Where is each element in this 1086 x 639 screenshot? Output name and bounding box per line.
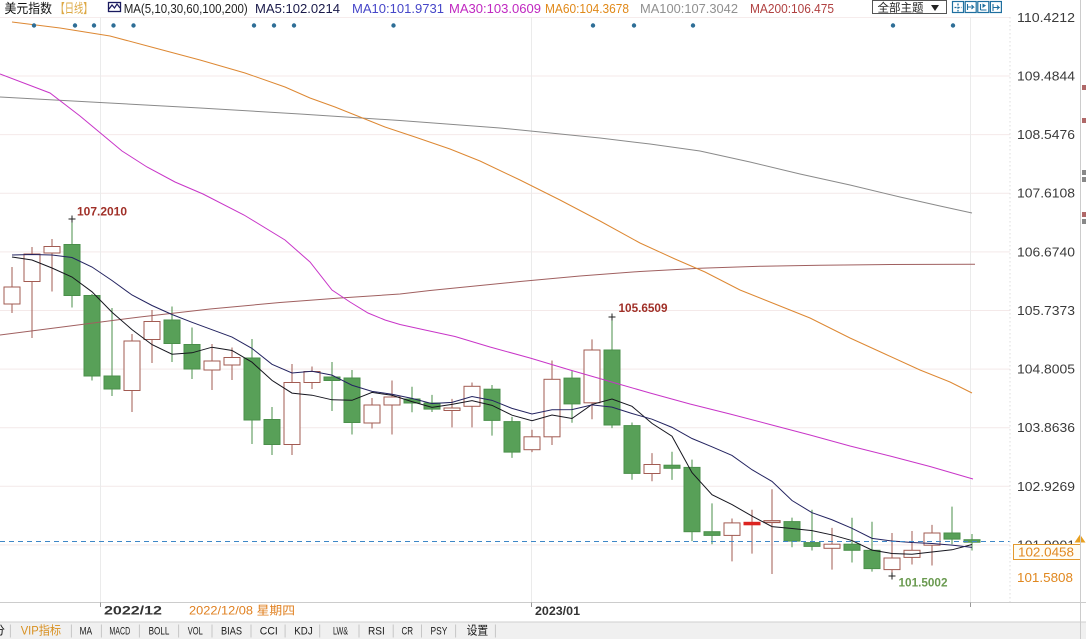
svg-text:【日线】: 【日线】 xyxy=(56,1,93,16)
svg-text:VOL: VOL xyxy=(188,626,203,638)
svg-text:107.6108: 107.6108 xyxy=(1017,186,1075,201)
svg-text:RSI: RSI xyxy=(368,626,385,638)
svg-text:MA5:102.0214: MA5:102.0214 xyxy=(255,1,340,16)
svg-text:103.8636: 103.8636 xyxy=(1017,420,1075,435)
svg-text:107.2010: 107.2010 xyxy=(77,205,127,219)
svg-text:108.5476: 108.5476 xyxy=(1017,127,1075,142)
svg-text:2023/01: 2023/01 xyxy=(535,604,580,618)
svg-text:BOLL: BOLL xyxy=(149,626,170,638)
svg-text:MA10:101.9731: MA10:101.9731 xyxy=(352,1,444,16)
svg-text:BIAS: BIAS xyxy=(221,626,242,638)
svg-text:LW&: LW& xyxy=(333,626,348,638)
svg-text:102.9269: 102.9269 xyxy=(1017,479,1075,494)
svg-text:CCI: CCI xyxy=(260,626,278,638)
svg-text:CR: CR xyxy=(402,626,414,638)
svg-text:104.8005: 104.8005 xyxy=(1017,362,1075,377)
svg-text:PSY: PSY xyxy=(431,626,448,638)
svg-text:MA60:104.3678: MA60:104.3678 xyxy=(545,1,629,16)
svg-text:设置: 设置 xyxy=(467,624,489,638)
svg-text:MA30:103.0609: MA30:103.0609 xyxy=(449,1,541,16)
svg-text:110.4212: 110.4212 xyxy=(1017,10,1075,25)
svg-text:2022/12/08 星期四: 2022/12/08 星期四 xyxy=(189,604,295,618)
svg-text:MA: MA xyxy=(80,626,93,638)
svg-text:VIP指标: VIP指标 xyxy=(21,623,61,638)
svg-text:2022/12: 2022/12 xyxy=(104,604,162,618)
svg-text:106.6740: 106.6740 xyxy=(1017,244,1075,259)
svg-text:102.0458: 102.0458 xyxy=(1018,545,1074,560)
svg-text:MACD: MACD xyxy=(109,626,130,638)
svg-text:101.5808: 101.5808 xyxy=(1017,570,1073,585)
svg-text:分: 分 xyxy=(0,624,5,638)
svg-text:KDJ: KDJ xyxy=(294,626,312,638)
svg-text:101.5002: 101.5002 xyxy=(899,576,948,590)
svg-text:MA(5,10,30,60,100,200): MA(5,10,30,60,100,200) xyxy=(124,1,248,16)
svg-text:105.7373: 105.7373 xyxy=(1017,303,1075,318)
svg-text:109.4844: 109.4844 xyxy=(1017,69,1075,84)
svg-text:MA200:106.475: MA200:106.475 xyxy=(750,1,834,16)
svg-text:MA100:107.3042: MA100:107.3042 xyxy=(640,1,738,16)
svg-text:全部主题: 全部主题 xyxy=(878,1,924,15)
svg-text:美元指数: 美元指数 xyxy=(5,1,53,16)
svg-text:105.6509: 105.6509 xyxy=(619,301,668,315)
